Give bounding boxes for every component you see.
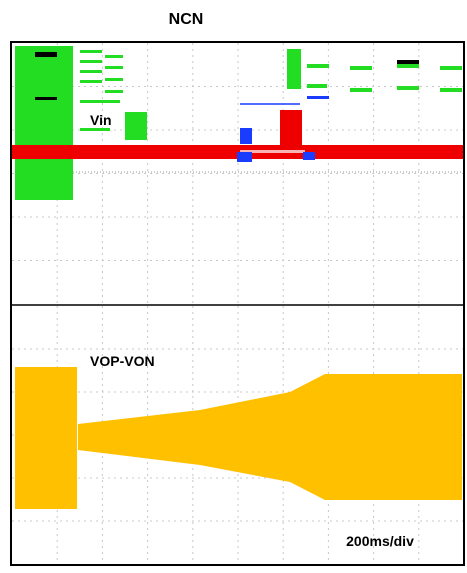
black-mark xyxy=(35,97,57,100)
blue-mark xyxy=(307,96,329,99)
envelope-block xyxy=(15,367,77,509)
trace-label: VOP-VON xyxy=(90,353,155,369)
envelope xyxy=(78,374,462,500)
timebase-label: 200ms/div xyxy=(346,533,414,549)
trace-label: Vin xyxy=(90,112,112,128)
blue-block xyxy=(237,152,252,162)
black-mark xyxy=(35,52,57,57)
blue-block xyxy=(240,128,252,144)
green-block xyxy=(15,46,73,200)
black-mark xyxy=(397,60,419,64)
red-block xyxy=(280,110,302,148)
page: NCN Vin VOP-VON xyxy=(0,0,467,568)
scope-screenshot: NCN Vin VOP-VON xyxy=(0,0,467,568)
vop-von-trace: VOP-VON xyxy=(15,353,462,509)
blue-block xyxy=(303,152,315,160)
title: NCN xyxy=(169,11,204,28)
